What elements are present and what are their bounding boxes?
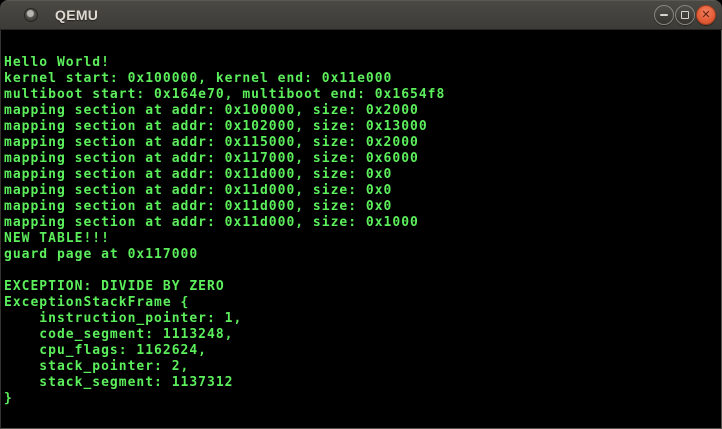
maximize-icon	[681, 10, 689, 19]
console-output: Hello World! kernel start: 0x100000, ker…	[4, 55, 446, 406]
window-controls: ✕	[654, 4, 716, 25]
close-icon: ✕	[701, 8, 711, 21]
minimize-button[interactable]	[654, 4, 674, 25]
maximize-button[interactable]	[675, 4, 695, 25]
window-icon	[24, 7, 38, 22]
vga-console-screen[interactable]: Hello World! kernel start: 0x100000, ker…	[0, 30, 722, 429]
window-title: QEMU	[55, 6, 99, 23]
titlebar[interactable]: QEMU ✕	[0, 0, 722, 30]
close-button[interactable]: ✕	[696, 4, 716, 25]
minimize-icon	[660, 13, 668, 16]
